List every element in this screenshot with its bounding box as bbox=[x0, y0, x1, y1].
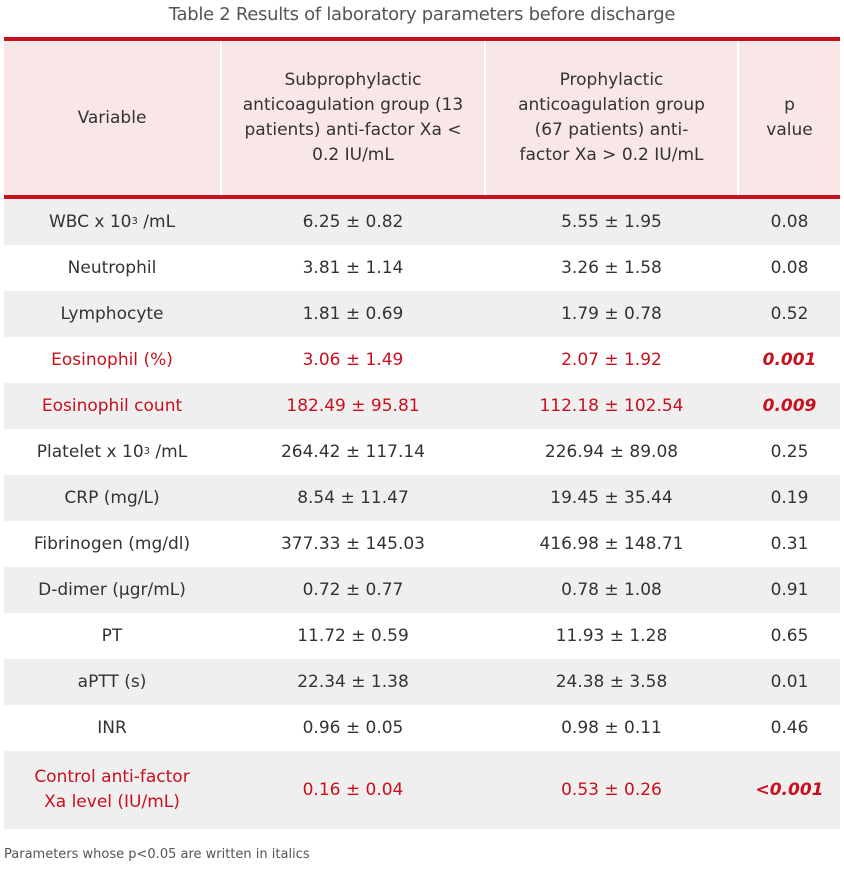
table-row: Eosinophil (%) 3.06 ± 1.49 2.07 ± 1.92 0.00… bbox=[4, 337, 840, 383]
variable-label: Platelet x 10 bbox=[36, 441, 144, 462]
cell-subprophylactic: 11.72 ± 0.59 bbox=[297, 625, 409, 646]
cell-p-value: 0.01 bbox=[770, 671, 809, 692]
table-body: WBC x 10 3 /mL 6.25 ± 0.82 5.55 ± 1.95 0.08 N… bbox=[4, 199, 840, 829]
cell-p-value: 0.08 bbox=[770, 257, 809, 278]
header-subprophylactic: Subprophylactic anticoagulation group (1… bbox=[222, 41, 484, 195]
cell-variable: Fibrinogen (mg/dl) bbox=[4, 521, 220, 567]
variable-label: Lymphocyte bbox=[60, 303, 164, 324]
cell-subprophylactic: 3.81 ± 1.14 bbox=[302, 257, 404, 278]
variable-label: Eosinophil (%) bbox=[51, 349, 173, 370]
cell-variable: aPTT (s) bbox=[4, 659, 220, 705]
variable-label: WBC x 10 bbox=[48, 211, 132, 232]
table-row: Fibrinogen (mg/dl) 377.33 ± 145.03 416.98 … bbox=[4, 521, 840, 567]
table-title: Table 2 Results of laboratory parameters… bbox=[168, 4, 676, 25]
cell-variable: WBC x 10 3 /mL bbox=[4, 199, 220, 245]
table-row: INR 0.96 ± 0.05 0.98 ± 0.11 0.46 bbox=[4, 705, 840, 751]
table-row: PT 11.72 ± 0.59 11.93 ± 1.28 0.65 bbox=[4, 613, 840, 659]
cell-p-value: 0.25 bbox=[770, 441, 809, 462]
cell-variable: Eosinophil (%) bbox=[4, 337, 220, 383]
cell-p-value: 0.001 bbox=[762, 349, 817, 370]
table-row: Platelet x 10 3 /mL 264.42 ± 117.14 226.94 … bbox=[4, 429, 840, 475]
cell-variable: Control anti-factor Xa level (IU/mL) bbox=[4, 751, 220, 829]
cell-prophylactic: 0.53 ± 0.26 bbox=[561, 779, 662, 800]
table-row: CRP (mg/L) 8.54 ± 11.47 19.45 ± 35.44 0.19 bbox=[4, 475, 840, 521]
header-bottom-rule bbox=[4, 195, 840, 199]
table-row: Eosinophil count 182.49 ± 95.81 112.18 ± 1… bbox=[4, 383, 840, 429]
cell-prophylactic: 5.55 ± 1.95 bbox=[561, 211, 662, 232]
cell-prophylactic: 2.07 ± 1.92 bbox=[561, 349, 662, 370]
cell-prophylactic: 1.79 ± 0.78 bbox=[561, 303, 662, 324]
cell-variable: Lymphocyte bbox=[4, 291, 220, 337]
table-row: D-dimer (µgr/mL) 0.72 ± 0.77 0.78 ± 1.08 0.… bbox=[4, 567, 840, 613]
cell-prophylactic: 19.45 ± 35.44 bbox=[550, 487, 673, 508]
variable-label: aPTT (s) bbox=[77, 671, 147, 692]
cell-p-value: 0.08 bbox=[770, 211, 809, 232]
footnote: Parameters whose p<0.05 are written in i… bbox=[4, 847, 310, 862]
table-row: Lymphocyte 1.81 ± 0.69 1.79 ± 0.78 0.52 bbox=[4, 291, 840, 337]
variable-label: PT bbox=[101, 625, 123, 646]
cell-variable: PT bbox=[4, 613, 220, 659]
cell-p-value: 0.19 bbox=[770, 487, 809, 508]
cell-prophylactic: 0.78 ± 1.08 bbox=[561, 579, 662, 600]
header-variable: Variable bbox=[4, 41, 220, 195]
table-row: WBC x 10 3 /mL 6.25 ± 0.82 5.55 ± 1.95 0.08 bbox=[4, 199, 840, 245]
cell-subprophylactic: 3.06 ± 1.49 bbox=[302, 349, 404, 370]
variable-label: D-dimer (µgr/mL) bbox=[38, 579, 186, 600]
cell-p-value: 0.65 bbox=[770, 625, 809, 646]
cell-subprophylactic: 264.42 ± 117.14 bbox=[280, 441, 426, 462]
cell-subprophylactic: 0.72 ± 0.77 bbox=[302, 579, 404, 600]
cell-prophylactic: 0.98 ± 0.11 bbox=[561, 717, 662, 738]
table-row: Neutrophil 3.81 ± 1.14 3.26 ± 1.58 0.08 bbox=[4, 245, 840, 291]
cell-p-value: 0.91 bbox=[770, 579, 809, 600]
variable-label: INR bbox=[97, 717, 127, 738]
cell-variable: INR bbox=[4, 705, 220, 751]
header-p-value: p value bbox=[739, 41, 840, 195]
cell-prophylactic: 226.94 ± 89.08 bbox=[544, 441, 679, 462]
table-header: Variable Subprophylactic anticoagulation… bbox=[4, 41, 840, 195]
cell-variable: Platelet x 10 3 /mL bbox=[4, 429, 220, 475]
cell-p-value: <0.001 bbox=[755, 779, 824, 800]
cell-p-value: 0.46 bbox=[770, 717, 809, 738]
cell-variable: D-dimer (µgr/mL) bbox=[4, 567, 220, 613]
table-row: aPTT (s) 22.34 ± 1.38 24.38 ± 3.58 0.01 bbox=[4, 659, 840, 705]
variable-label: Control anti-factor Xa level (IU/mL) bbox=[34, 767, 190, 812]
cell-p-value: 0.31 bbox=[770, 533, 809, 554]
variable-label: Eosinophil count bbox=[41, 395, 183, 416]
cell-p-value: 0.52 bbox=[770, 303, 809, 324]
cell-subprophylactic: 377.33 ± 145.03 bbox=[280, 533, 426, 554]
variable-label: Fibrinogen (mg/dl) bbox=[33, 533, 191, 554]
cell-prophylactic: 3.26 ± 1.58 bbox=[561, 257, 662, 278]
cell-subprophylactic: 6.25 ± 0.82 bbox=[302, 211, 404, 232]
cell-p-value: 0.009 bbox=[762, 395, 817, 416]
cell-subprophylactic: 0.96 ± 0.05 bbox=[302, 717, 404, 738]
cell-subprophylactic: 22.34 ± 1.38 bbox=[297, 671, 409, 692]
cell-subprophylactic: 182.49 ± 95.81 bbox=[286, 395, 420, 416]
cell-variable: Neutrophil bbox=[4, 245, 220, 291]
table-row: Control anti-factor Xa level (IU/mL) 0.16… bbox=[4, 751, 840, 829]
cell-prophylactic: 24.38 ± 3.58 bbox=[555, 671, 668, 692]
cell-subprophylactic: 1.81 ± 0.69 bbox=[302, 303, 404, 324]
results-table: Variable Subprophylactic anticoagulation… bbox=[4, 37, 840, 829]
cell-subprophylactic: 0.16 ± 0.04 bbox=[302, 779, 404, 800]
header-top-rule bbox=[4, 37, 840, 41]
cell-variable: Eosinophil count bbox=[4, 383, 220, 429]
variable-unit: /mL bbox=[150, 441, 188, 462]
cell-prophylactic: 11.93 ± 1.28 bbox=[555, 625, 668, 646]
variable-unit: /mL bbox=[137, 211, 176, 232]
cell-prophylactic: 416.98 ± 148.71 bbox=[539, 533, 684, 554]
cell-variable: CRP (mg/L) bbox=[4, 475, 220, 521]
cell-prophylactic: 112.18 ± 102.54 bbox=[539, 395, 684, 416]
variable-label: CRP (mg/L) bbox=[64, 487, 160, 508]
header-prophylactic: Prophylactic anticoagulation group (67 p… bbox=[486, 41, 737, 195]
variable-label: Neutrophil bbox=[67, 257, 157, 278]
cell-subprophylactic: 8.54 ± 11.47 bbox=[297, 487, 409, 508]
